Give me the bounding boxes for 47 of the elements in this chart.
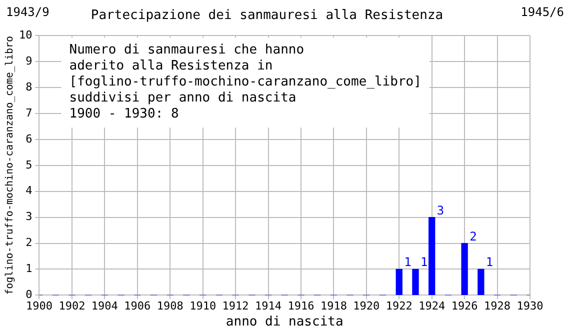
x-tick-label: 1906 [124,300,151,313]
x-tick-label: 1908 [156,300,184,313]
data-label: 3 [436,203,444,218]
y-tick-label: 10 [18,28,32,42]
y-tick-label: 6 [26,132,32,146]
x-tick-label: 1920 [353,300,380,313]
x-tick-label: 1910 [190,300,216,313]
x-tick-label: 1912 [222,300,249,313]
y-tick-label: 5 [26,158,32,172]
text: 1943/9 [6,5,50,19]
chart-title: Partecipazione dei sanmauresi alla Resistenza [90,8,444,24]
x-tick-label: 1916 [288,300,314,313]
annotation: aderito alla Resistenza in [69,58,273,74]
y-tick-label: 3 [26,210,32,224]
y-tick-label: 9 [26,54,32,68]
x-tick-label: 1922 [386,300,412,313]
bar [461,242,468,296]
x-tick-label: 1926 [451,300,478,313]
y-tick-label: 4 [26,184,33,198]
bar [396,268,402,296]
text: 1945/6 [520,5,564,19]
bar [412,268,419,296]
data-label: 1 [486,255,494,270]
data-label: 1 [404,255,412,270]
annotation: Numero di sanmauresi che hanno [69,42,304,58]
x-tick-label: 1924 [418,300,446,313]
x-tick-label: 1928 [484,300,511,313]
x-tick-label: 1902 [58,300,86,313]
y-tick-label: 7 [26,106,32,120]
y-axis-title: foglino-truffo-mochino-caranzano_come_libro [4,36,16,295]
y-tick-label: 8 [26,80,32,94]
x-tick-label: 1914 [255,300,282,313]
annotation: 1900 - 1930: 8 [69,106,179,122]
x-tick-label: 1930 [516,300,544,313]
x-axis-title: anno di nascita [226,314,344,330]
annotation: suddivisi per anno di nascita [69,90,296,106]
x-tick-label: 1900 [26,300,52,313]
bar [428,216,436,296]
y-tick-label: 2 [26,236,32,250]
x-tick-label: 1904 [91,300,118,313]
annotation: [foglino-truffo-mochino-caranzano_come_libro] [69,74,422,90]
data-label: 1 [420,255,428,270]
bar [478,268,484,296]
y-tick-label: 1 [26,262,32,276]
y-tick-label: 0 [26,288,32,302]
data-label: 2 [470,229,477,244]
x-tick-label: 1918 [320,300,347,313]
